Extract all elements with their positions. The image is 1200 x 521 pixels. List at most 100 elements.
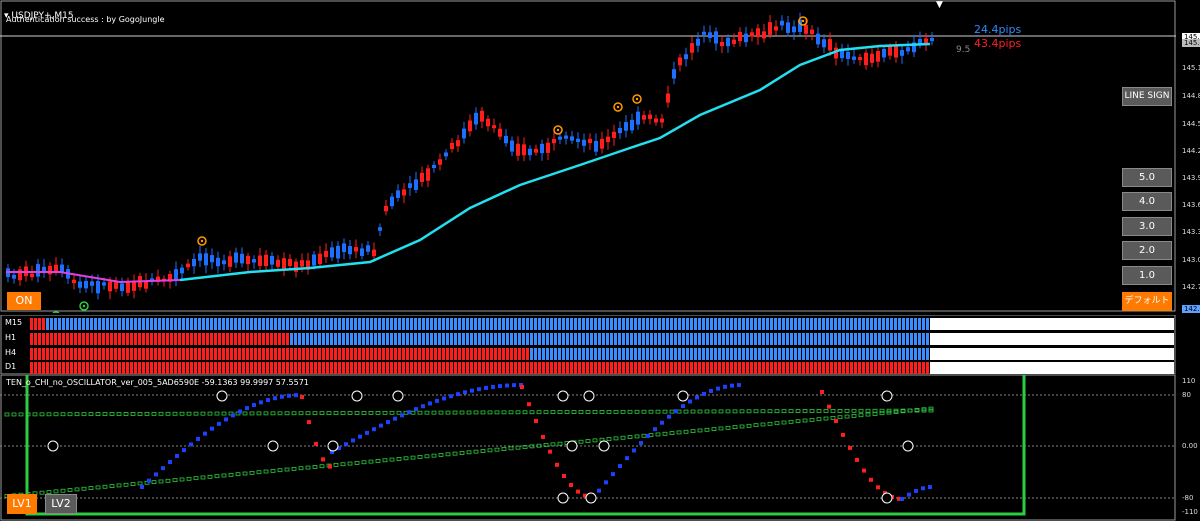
osc-dot-green <box>256 411 262 416</box>
tf-bar <box>754 362 757 374</box>
tf-bar <box>386 318 389 330</box>
osc-dot-green <box>739 424 745 429</box>
menu-triangle-icon[interactable]: ▾ <box>4 11 12 21</box>
tf-bar <box>134 362 137 374</box>
level-4-button[interactable]: 4.0 <box>1122 192 1172 211</box>
tf-bar <box>710 318 713 330</box>
candle-body <box>168 273 172 282</box>
candle-body <box>336 245 340 259</box>
osc-dot-green <box>361 460 367 465</box>
osc-axis-tick: -110 <box>1182 508 1198 516</box>
tf-bar <box>418 333 421 345</box>
tf-bar <box>682 318 685 330</box>
osc-marker-icon <box>267 440 279 452</box>
osc-dot-green <box>550 442 556 447</box>
tf-bar <box>254 362 257 374</box>
osc-dot-green <box>795 419 801 424</box>
tf-bar <box>614 318 617 330</box>
tf-bar <box>454 348 457 360</box>
tf-bar <box>674 333 677 345</box>
tf-bar <box>130 362 133 374</box>
candle-body <box>642 115 646 120</box>
tf-bar-empty <box>930 318 1174 330</box>
tf-bar <box>262 362 265 374</box>
osc-dot <box>321 457 325 462</box>
osc-dot-green <box>102 412 108 416</box>
level-2-button[interactable]: 2.0 <box>1122 241 1172 260</box>
tf-bar <box>30 348 33 360</box>
tf-bar <box>406 333 409 345</box>
candle-body <box>366 245 370 252</box>
osc-dot-green <box>382 458 388 463</box>
osc-dot-green <box>543 443 549 447</box>
tf-bar <box>506 348 509 360</box>
tf-bar <box>202 333 205 345</box>
tf-bar <box>434 318 437 330</box>
tf-bar <box>398 348 401 360</box>
tf-bar <box>890 333 893 345</box>
tf-bar <box>806 362 809 374</box>
tf-bar <box>850 348 853 360</box>
tf-bar <box>494 333 497 345</box>
price-chart-canvas[interactable] <box>0 0 1200 313</box>
tf-bar <box>346 362 349 374</box>
tf-bar <box>298 348 301 360</box>
tf-bar <box>214 333 217 345</box>
level-5-button[interactable]: 5.0 <box>1122 168 1172 187</box>
tf-bar <box>38 318 41 330</box>
tf-bar <box>790 318 793 330</box>
osc-dot <box>695 395 699 400</box>
lv2-button[interactable]: LV2 <box>45 494 77 514</box>
tf-bar <box>734 362 737 374</box>
line-sign-button[interactable]: LINE SIGN <box>1122 87 1172 106</box>
osc-dot-green <box>515 410 521 415</box>
tf-bar <box>786 333 789 345</box>
tf-bar <box>346 318 349 330</box>
tf-bar <box>178 333 181 345</box>
tf-bar <box>118 333 121 345</box>
candle-body <box>552 138 556 144</box>
tf-bar <box>870 348 873 360</box>
tf-bar <box>698 318 701 330</box>
osc-dot-green <box>886 410 892 415</box>
osc-dot-green <box>403 456 409 461</box>
tf-bar <box>422 318 425 330</box>
candle-body <box>540 143 544 154</box>
oscillator-canvas[interactable] <box>0 375 1200 521</box>
tf-bar <box>694 348 697 360</box>
tf-bar <box>722 333 725 345</box>
oscillator-panel[interactable]: TEN_o_CHI_no_OSCILLATOR_ver_005_5AD6590E… <box>0 375 1200 521</box>
tf-bar <box>342 318 345 330</box>
candle-body <box>492 125 496 129</box>
level-1-button[interactable]: 1.0 <box>1122 266 1172 285</box>
osc-dot-green <box>816 417 822 422</box>
tf-bar <box>766 362 769 374</box>
level-3-button[interactable]: 3.0 <box>1122 217 1172 236</box>
tf-bar <box>334 333 337 345</box>
osc-dot <box>555 462 559 467</box>
tf-bar <box>762 362 765 374</box>
tf-bar <box>478 333 481 345</box>
signal-circle-icon <box>553 125 563 135</box>
tf-bar <box>922 318 925 330</box>
tf-bar <box>286 318 289 330</box>
tf-bar <box>774 333 777 345</box>
tf-bar <box>926 348 929 360</box>
lv1-button[interactable]: LV1 <box>7 494 37 514</box>
tf-bar <box>370 348 373 360</box>
osc-marker-icon <box>327 440 339 452</box>
osc-dot-green <box>522 410 528 415</box>
osc-axis-tick: 80 <box>1182 391 1191 399</box>
tf-bar <box>198 362 201 374</box>
osc-dot-green <box>676 430 682 435</box>
osc-dot-green <box>529 410 535 415</box>
default-button[interactable]: デフォルト <box>1122 292 1172 311</box>
tf-bar <box>482 348 485 360</box>
on-button[interactable]: ON <box>7 292 41 310</box>
price-chart[interactable]: ▾ USDJPY+,M15 Authentication success : b… <box>0 0 1200 313</box>
tf-bar <box>426 362 429 374</box>
tf-bar <box>678 318 681 330</box>
tf-bar <box>158 362 161 374</box>
tf-bar <box>550 348 553 360</box>
shift-triangle-icon[interactable]: ▼ <box>936 0 943 10</box>
